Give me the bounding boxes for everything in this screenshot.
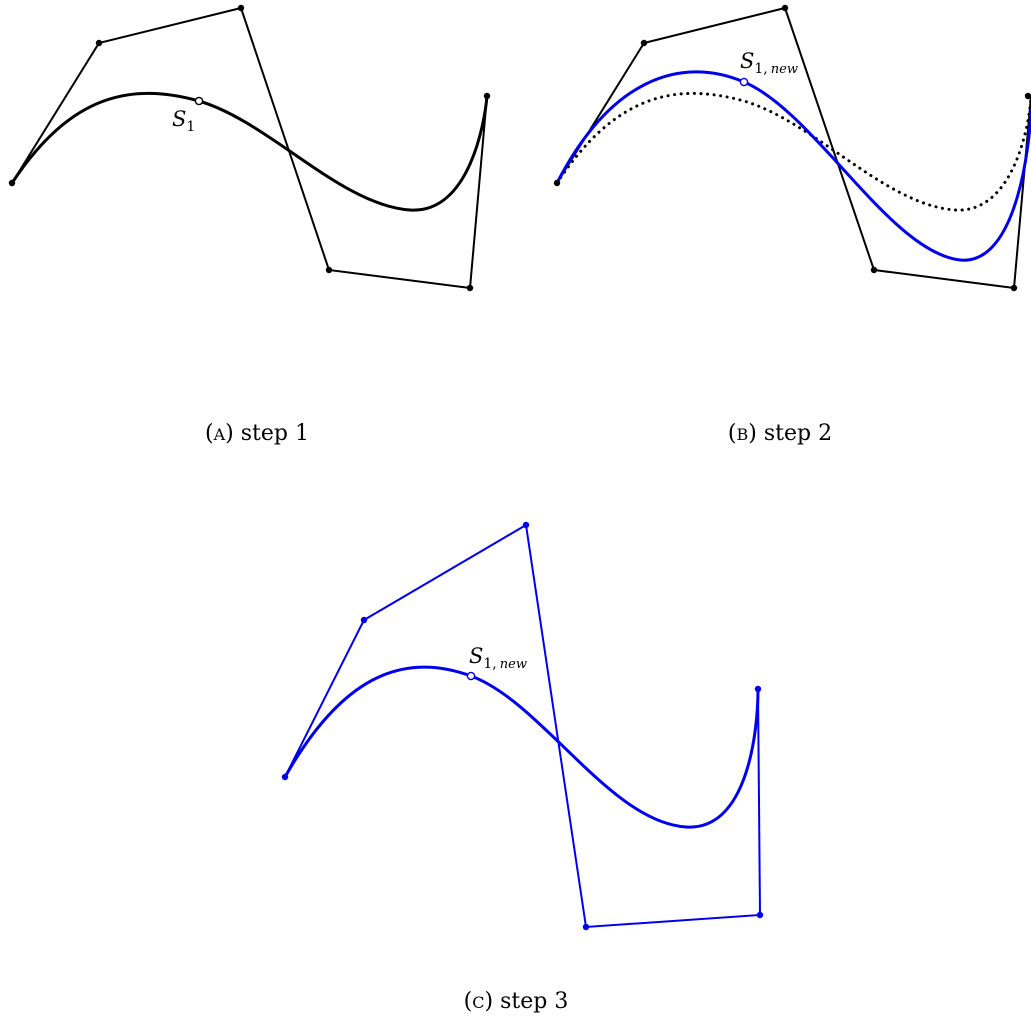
- control-point-c-6: [754, 685, 762, 693]
- control-point-c-3: [522, 521, 530, 529]
- curve-point-s1new-c: [466, 671, 476, 681]
- control-point-b-1: [553, 179, 561, 187]
- panel-b: S1, new (B) step 2: [553, 4, 1031, 446]
- control-point-b-6: [1024, 92, 1031, 100]
- control-point-a-6: [483, 92, 491, 100]
- caption-c: (C) step 3: [464, 989, 569, 1014]
- control-polygon-a: [11, 6, 488, 290]
- control-polygon-b: [556, 6, 1031, 290]
- caption-b: (B) step 2: [728, 421, 832, 446]
- control-point-b-2: [640, 39, 648, 47]
- point-label-c: S1, new: [469, 644, 527, 672]
- control-point-a-3: [237, 4, 245, 12]
- control-point-c-5: [756, 911, 764, 919]
- panel-a: S1 (A) step 1: [8, 4, 491, 446]
- panel-c: S1, new (C) step 3: [281, 521, 764, 1014]
- control-point-a-1: [8, 179, 16, 187]
- modified-curve-b: [555, 70, 1031, 262]
- control-point-a-5: [466, 284, 474, 292]
- original-curve-dotted-b: [555, 91, 1031, 212]
- spline-curve-a: [10, 91, 489, 212]
- point-label-a: S1: [172, 107, 195, 135]
- control-point-b-4: [870, 266, 878, 274]
- control-point-c-2: [360, 616, 368, 624]
- control-point-a-4: [325, 266, 333, 274]
- control-point-b-5: [1010, 284, 1018, 292]
- control-point-c-1: [281, 773, 289, 781]
- curve-point-s1-a: [194, 96, 204, 106]
- control-point-b-3: [781, 4, 789, 12]
- control-polygon-c: [284, 523, 762, 929]
- modified-curve-c: [283, 665, 760, 829]
- caption-a: (A) step 1: [205, 421, 309, 446]
- point-label-b: S1, new: [740, 49, 798, 77]
- curve-point-s1new-b: [739, 77, 749, 87]
- control-point-a-2: [95, 39, 103, 47]
- control-point-c-4: [582, 923, 590, 931]
